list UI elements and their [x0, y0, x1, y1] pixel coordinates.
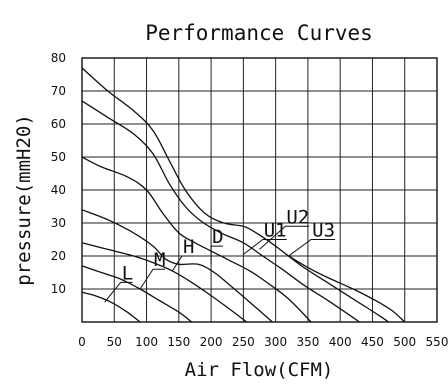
leader-m	[139, 268, 165, 290]
leader-l	[104, 281, 133, 303]
curve-h	[81, 209, 273, 323]
y-tick-labels: 10 20 30 40 50 60 70 80	[51, 51, 66, 296]
curve-l	[81, 265, 193, 323]
curve-unlabeled	[81, 291, 141, 323]
x-axis-title: Air Flow(CFM)	[185, 359, 334, 381]
y-tick-label: 50	[51, 150, 66, 164]
label-u3: U3	[312, 220, 335, 242]
x-tick-labels: 0 50 100 150 200 250 300 350 400 450 500 550	[78, 335, 448, 349]
leader-d	[210, 245, 224, 265]
y-tick-label: 60	[51, 117, 66, 131]
label-m: M	[154, 249, 165, 271]
label-d: D	[212, 226, 223, 248]
leader-u3	[288, 239, 336, 257]
x-tick-label: 100	[135, 335, 158, 349]
x-tick-label: 300	[264, 335, 287, 349]
y-tick-label: 40	[51, 183, 66, 197]
label-u2: U2	[286, 206, 309, 228]
x-tick-label: 350	[296, 335, 319, 349]
y-tick-label: 20	[51, 249, 66, 263]
chart-title: Performance Curves	[145, 21, 373, 45]
x-tick-label: 500	[393, 335, 416, 349]
y-tick-label: 10	[51, 282, 66, 296]
x-tick-label: 0	[78, 335, 86, 349]
curve-u3	[288, 255, 406, 323]
leader-u1	[243, 239, 287, 255]
label-l: L	[122, 262, 133, 284]
curve-u2	[81, 67, 389, 323]
x-tick-label: 400	[329, 335, 352, 349]
y-tick-label: 30	[51, 216, 66, 230]
y-tick-label: 80	[51, 51, 66, 65]
x-tick-label: 450	[361, 335, 384, 349]
x-tick-label: 200	[200, 335, 223, 349]
plot-frame	[81, 57, 438, 323]
x-tick-label: 150	[167, 335, 190, 349]
label-u1: U1	[264, 220, 287, 242]
y-tick-label: 70	[51, 84, 66, 98]
y-axis-title: pressure(mmH20)	[13, 114, 35, 286]
curve-d	[81, 156, 312, 323]
curves	[81, 67, 406, 323]
leader-u2	[259, 225, 310, 250]
grid	[82, 58, 437, 322]
x-tick-label: 50	[107, 335, 122, 349]
leader-h	[171, 255, 194, 272]
x-tick-label: 250	[232, 335, 255, 349]
x-tick-label: 550	[426, 335, 448, 349]
curve-u1	[81, 100, 360, 323]
label-h: H	[183, 236, 194, 258]
